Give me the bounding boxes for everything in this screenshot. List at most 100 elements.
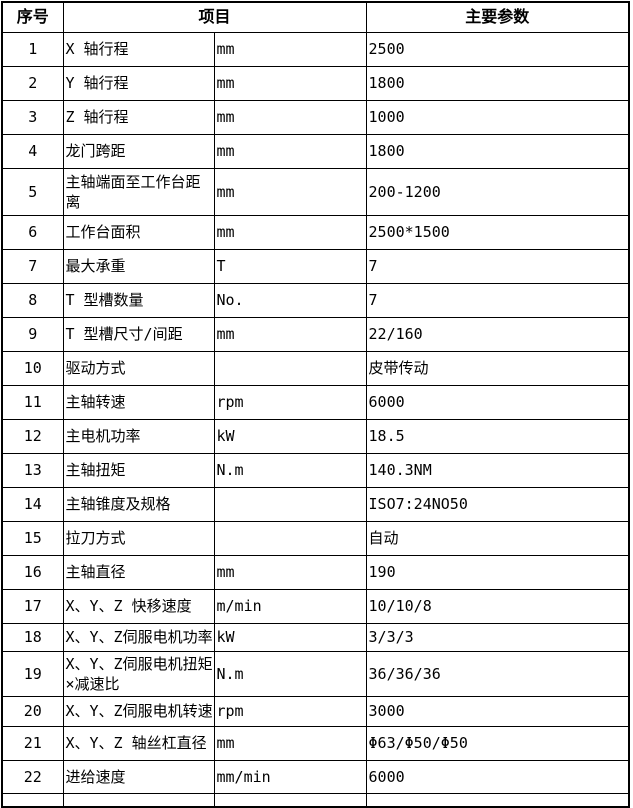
row-number-cell: 20	[1, 695, 64, 727]
value-cell: 18.5	[365, 418, 630, 454]
table-row: 16 主轴直径 mm 190	[1, 554, 630, 590]
row-number-cell: 1	[1, 31, 64, 67]
value-cell: 7	[365, 282, 630, 318]
row-number-cell: 21	[1, 725, 64, 761]
unit-cell: kW	[213, 622, 367, 652]
table-row: 21 X、Y、Z 轴丝杠直径 mm Φ63/Φ50/Φ50	[1, 725, 630, 761]
row-number-cell: 8	[1, 282, 64, 318]
value-cell: 皮带传动	[365, 350, 630, 386]
table-row: 18 X、Y、Z伺服电机功率 kW 3/3/3	[1, 622, 630, 652]
unit-cell: mm	[213, 167, 367, 216]
value-cell: ISO7:24NO50	[365, 486, 630, 522]
item-name-cell: 工作台面积	[62, 214, 215, 250]
unit-cell: mm	[213, 31, 367, 67]
unit-cell	[213, 350, 367, 386]
value-cell: 2500	[365, 31, 630, 67]
item-name-cell: X、Y、Z 快移速度	[62, 588, 215, 624]
item-name-cell: 驱动方式	[62, 350, 215, 386]
table-row: 17 X、Y、Z 快移速度 m/min 10/10/8	[1, 588, 630, 624]
item-name-cell: 主电机功率	[62, 418, 215, 454]
value-cell: 6000	[365, 384, 630, 420]
table-row: 3 Z 轴行程 mm 1000	[1, 99, 630, 135]
row-number-cell: 7	[1, 248, 64, 284]
row-number-cell: 17	[1, 588, 64, 624]
row-number-cell: 4	[1, 133, 64, 169]
item-name-cell: 主轴锥度及规格	[62, 486, 215, 522]
item-name-cell: X、Y、Z 轴丝杠直径	[62, 725, 215, 761]
unit-cell	[213, 486, 367, 522]
value-cell: 1800	[365, 65, 630, 101]
row-number-cell: 2	[1, 65, 64, 101]
unit-cell: mm	[213, 99, 367, 135]
table-row-clipped	[1, 792, 630, 808]
item-name-cell: X 轴行程	[62, 31, 215, 67]
item-name-cell: X、Y、Z伺服电机转速	[62, 695, 215, 727]
table-row: 1 X 轴行程 mm 2500	[1, 31, 630, 67]
spec-table-body: 1 X 轴行程 mm 2500 2 Y 轴行程 mm 1800 3 Z 轴行程 …	[1, 31, 630, 808]
row-number-cell	[1, 792, 64, 808]
header-params: 主要参数	[365, 1, 630, 33]
value-cell: 190	[365, 554, 630, 590]
value-cell: 2500*1500	[365, 214, 630, 250]
item-name-cell: X、Y、Z伺服电机扭矩×减速比	[62, 650, 215, 697]
unit-cell: mm	[213, 725, 367, 761]
header-row: 序号 项目 主要参数	[1, 1, 630, 33]
unit-cell: rpm	[213, 695, 367, 727]
item-name-cell: 拉刀方式	[62, 520, 215, 556]
item-name-cell: 主轴转速	[62, 384, 215, 420]
row-number-cell: 15	[1, 520, 64, 556]
table-row: 14 主轴锥度及规格 ISO7:24NO50	[1, 486, 630, 522]
table-row: 4 龙门跨距 mm 1800	[1, 133, 630, 169]
item-name-cell: 主轴端面至工作台距离	[62, 167, 215, 216]
unit-cell: T	[213, 248, 367, 284]
value-cell: 自动	[365, 520, 630, 556]
unit-cell: N.m	[213, 452, 367, 488]
table-row: 12 主电机功率 kW 18.5	[1, 418, 630, 454]
row-number-cell: 6	[1, 214, 64, 250]
unit-cell: rpm	[213, 384, 367, 420]
value-cell: 3000	[365, 695, 630, 727]
row-number-cell: 14	[1, 486, 64, 522]
table-row: 22 进给速度 mm/min 6000	[1, 759, 630, 794]
unit-cell: N.m	[213, 650, 367, 697]
unit-cell: mm	[213, 554, 367, 590]
table-row: 6 工作台面积 mm 2500*1500	[1, 214, 630, 250]
item-name-cell: X、Y、Z伺服电机功率	[62, 622, 215, 652]
item-name-cell: Y 轴行程	[62, 65, 215, 101]
item-name-cell: 龙门跨距	[62, 133, 215, 169]
value-cell: 36/36/36	[365, 650, 630, 697]
row-number-cell: 18	[1, 622, 64, 652]
value-cell: 7	[365, 248, 630, 284]
unit-cell: m/min	[213, 588, 367, 624]
value-cell: 22/160	[365, 316, 630, 352]
table-row: 9 T 型槽尺寸/间距 mm 22/160	[1, 316, 630, 352]
unit-cell: mm	[213, 316, 367, 352]
row-number-cell: 13	[1, 452, 64, 488]
table-row: 13 主轴扭矩 N.m 140.3NM	[1, 452, 630, 488]
value-cell: 10/10/8	[365, 588, 630, 624]
table-row: 19 X、Y、Z伺服电机扭矩×减速比 N.m 36/36/36	[1, 650, 630, 697]
unit-cell: mm	[213, 65, 367, 101]
row-number-cell: 5	[1, 167, 64, 216]
value-cell: Φ63/Φ50/Φ50	[365, 725, 630, 761]
header-item: 项目	[62, 1, 367, 33]
table-row: 5 主轴端面至工作台距离 mm 200-1200	[1, 167, 630, 216]
value-cell: 1000	[365, 99, 630, 135]
unit-cell: mm	[213, 214, 367, 250]
row-number-cell: 12	[1, 418, 64, 454]
item-name-cell: T 型槽尺寸/间距	[62, 316, 215, 352]
table-row: 10 驱动方式 皮带传动	[1, 350, 630, 386]
table-row: 7 最大承重 T 7	[1, 248, 630, 284]
table-row: 8 T 型槽数量 No. 7	[1, 282, 630, 318]
value-cell: 3/3/3	[365, 622, 630, 652]
value-cell: 200-1200	[365, 167, 630, 216]
value-cell: 1800	[365, 133, 630, 169]
item-name-cell: 进给速度	[62, 759, 215, 794]
value-cell	[365, 792, 630, 808]
unit-cell	[213, 520, 367, 556]
table-row: 15 拉刀方式 自动	[1, 520, 630, 556]
item-name-cell	[62, 792, 215, 808]
item-name-cell: T 型槽数量	[62, 282, 215, 318]
value-cell: 140.3NM	[365, 452, 630, 488]
